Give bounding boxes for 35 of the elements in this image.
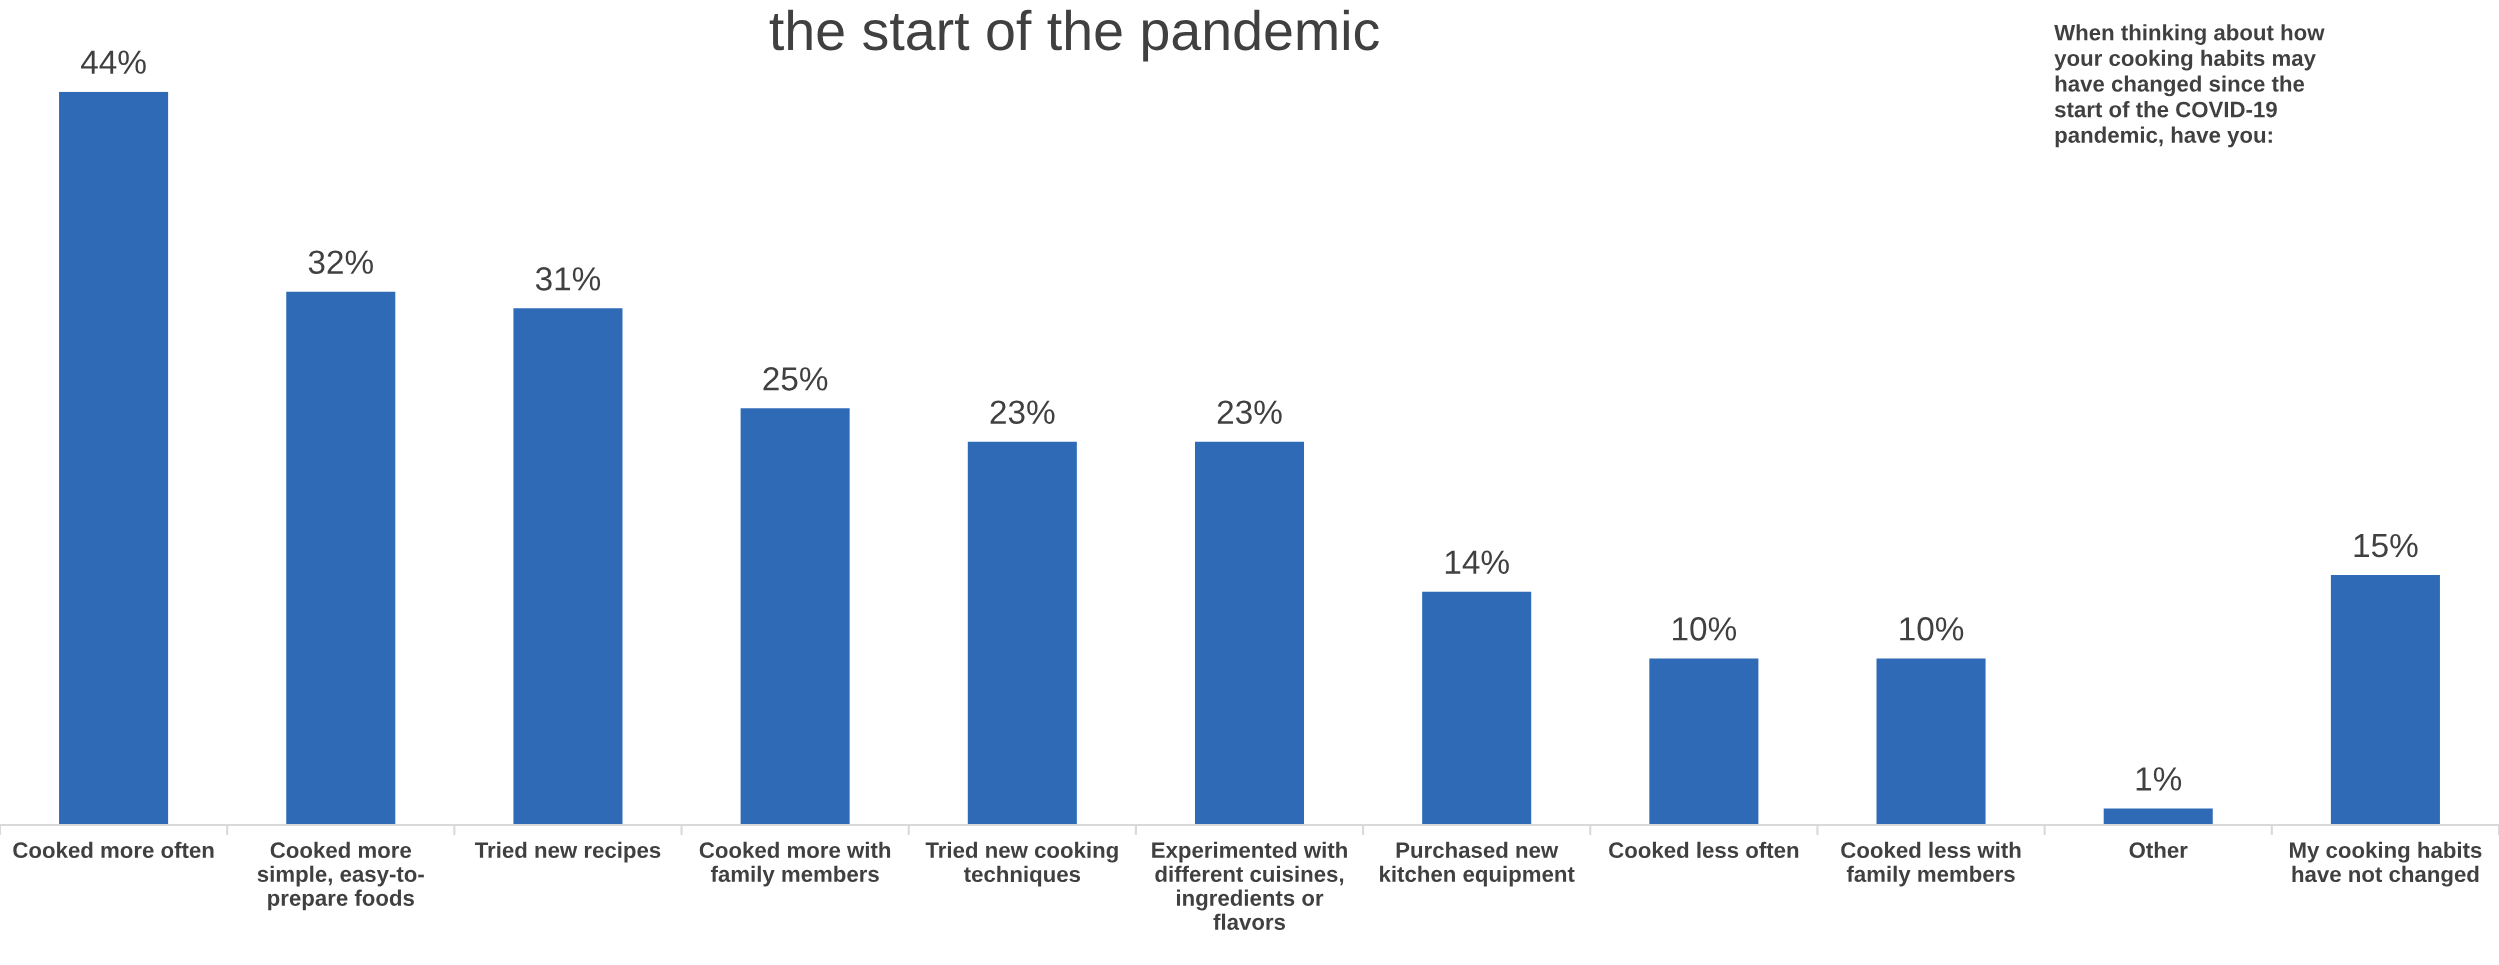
- bar: [967, 441, 1077, 826]
- bar: [286, 291, 396, 826]
- data-label: 1%: [2136, 767, 2182, 791]
- x-tick-label: Cooked less with family members: [1841, 841, 2021, 887]
- annotation: When thinking about how your cooking habits may have changed since the start of the COVID-19 pandemic, have you:: [2054, 24, 2325, 148]
- data-label: 44%: [81, 50, 146, 74]
- bar: [2330, 575, 2440, 826]
- x-tick-label: Tried new recipes: [474, 841, 661, 863]
- data-label: 10%: [1673, 617, 1737, 641]
- data-label: 15%: [2354, 533, 2418, 558]
- bar: [59, 91, 169, 826]
- x-tick-label: Cooked more with family members: [699, 841, 891, 887]
- bar: [2103, 808, 2213, 826]
- data-label: 10%: [1900, 617, 1964, 641]
- x-tick-label: Purchased new kitchen equipment: [1380, 841, 1575, 887]
- data-label: 32%: [308, 250, 373, 274]
- bar: [740, 408, 850, 826]
- x-tick-label: Cooked more often: [13, 841, 214, 859]
- x-tick-label: Cooked more simple, easy-to- prepare foods: [257, 841, 424, 911]
- x-tick-label: Other: [2129, 841, 2188, 859]
- x-tick-label: Experimented with different cuisines, ingredients or flavors: [1152, 841, 1347, 930]
- data-label: 23%: [1217, 400, 1282, 425]
- data-label: 23%: [990, 400, 1055, 425]
- bar: [1876, 658, 1986, 826]
- x-tick-label: Cooked less often: [1609, 841, 1799, 859]
- data-label: 14%: [1445, 550, 1509, 574]
- bar: [1422, 591, 1532, 826]
- bar: [1649, 658, 1759, 826]
- data-label: 31%: [535, 267, 601, 291]
- data-label: 25%: [763, 367, 828, 391]
- x-tick-label: My cooking habits have not changed: [2289, 841, 2482, 887]
- bar: [513, 308, 623, 826]
- chart-title: the start of the pandemic: [769, 9, 1379, 62]
- x-tick-label: Tried new cooking techniques: [925, 841, 1118, 887]
- bar: [1194, 441, 1305, 826]
